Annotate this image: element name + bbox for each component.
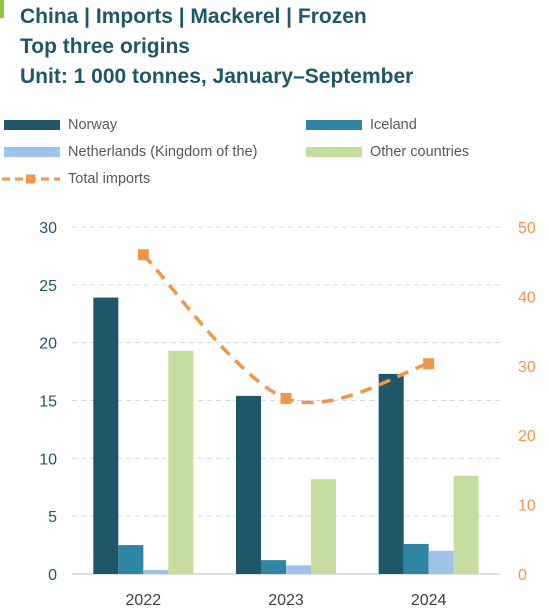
bar-other-2024 [453, 475, 479, 574]
bar-iceland-2024 [403, 543, 429, 574]
legend-item-netherlands: Netherlands (Kingdom of the) [4, 141, 257, 163]
total-imports-marker-2022 [137, 249, 149, 261]
title-line-1: China | Imports | Mackerel | Frozen [20, 5, 367, 28]
right-axis-tick-label: 0 [518, 567, 527, 584]
left-axis-tick-label: 30 [39, 220, 57, 237]
left-axis-tick-label: 5 [48, 509, 57, 526]
title-line-2: Top three origins [20, 35, 190, 58]
legend-item-iceland: Iceland [306, 114, 417, 136]
bar-norway-2023 [236, 395, 261, 574]
right-axis-tick-label: 50 [518, 220, 536, 237]
bar-iceland-2022 [118, 545, 144, 574]
bar-norway-2024 [378, 373, 404, 574]
bar-netherlands-2024 [428, 550, 454, 574]
legend-line-total [2, 174, 60, 184]
title-accent-bar [0, 0, 4, 18]
x-axis-tick-label: 2024 [411, 592, 447, 609]
bar-iceland-2023 [261, 560, 286, 574]
legend-swatch-netherlands [4, 147, 60, 157]
chart-legend: Norway Iceland Netherlands (Kingdom of t… [0, 114, 549, 194]
legend-item-other: Other countries [306, 141, 469, 163]
bar-other-2022 [168, 350, 194, 574]
legend-swatch-iceland [306, 120, 362, 130]
legend-label-total: Total imports [68, 171, 151, 187]
title-line-3: Unit: 1 000 tonnes, January–September [20, 65, 414, 88]
legend-item-norway: Norway [4, 114, 117, 136]
legend-item-total: Total imports [0, 168, 150, 190]
right-axis-tick-label: 10 [518, 498, 536, 515]
left-axis-tick-label: 25 [39, 278, 57, 295]
legend-swatch-other [306, 147, 362, 157]
right-axis-tick-label: 30 [518, 359, 536, 376]
chart-plot-area: 0 5 10 15 20 25 30 0 10 20 30 40 50 2022 2023 2024 [39, 220, 536, 609]
right-axis-tick-label: 20 [518, 428, 536, 445]
left-axis-tick-label: 0 [48, 567, 57, 584]
left-axis-tick-label: 20 [39, 336, 57, 353]
total-imports-marker-2024 [423, 358, 435, 370]
bar-norway-2022 [93, 297, 119, 574]
legend-label-other: Other countries [370, 144, 470, 160]
bar-netherlands-2022 [143, 569, 169, 574]
total-imports-marker-2023 [280, 392, 292, 404]
legend-swatch-norway [4, 120, 60, 130]
chart-title: China | Imports | Mackerel | Frozen Top … [20, 2, 413, 92]
bar-other-2023 [311, 479, 336, 574]
x-axis-tick-label: 2023 [268, 592, 304, 609]
bar-netherlands-2023 [286, 565, 311, 574]
right-axis-tick-label: 40 [518, 289, 536, 306]
left-axis-tick-label: 15 [39, 394, 57, 411]
left-axis-tick-label: 10 [39, 451, 57, 468]
legend-label-netherlands: Netherlands (Kingdom of the) [68, 144, 258, 160]
legend-label-norway: Norway [68, 117, 118, 133]
legend-label-iceland: Iceland [370, 117, 417, 133]
x-axis-tick-label: 2022 [126, 592, 162, 609]
